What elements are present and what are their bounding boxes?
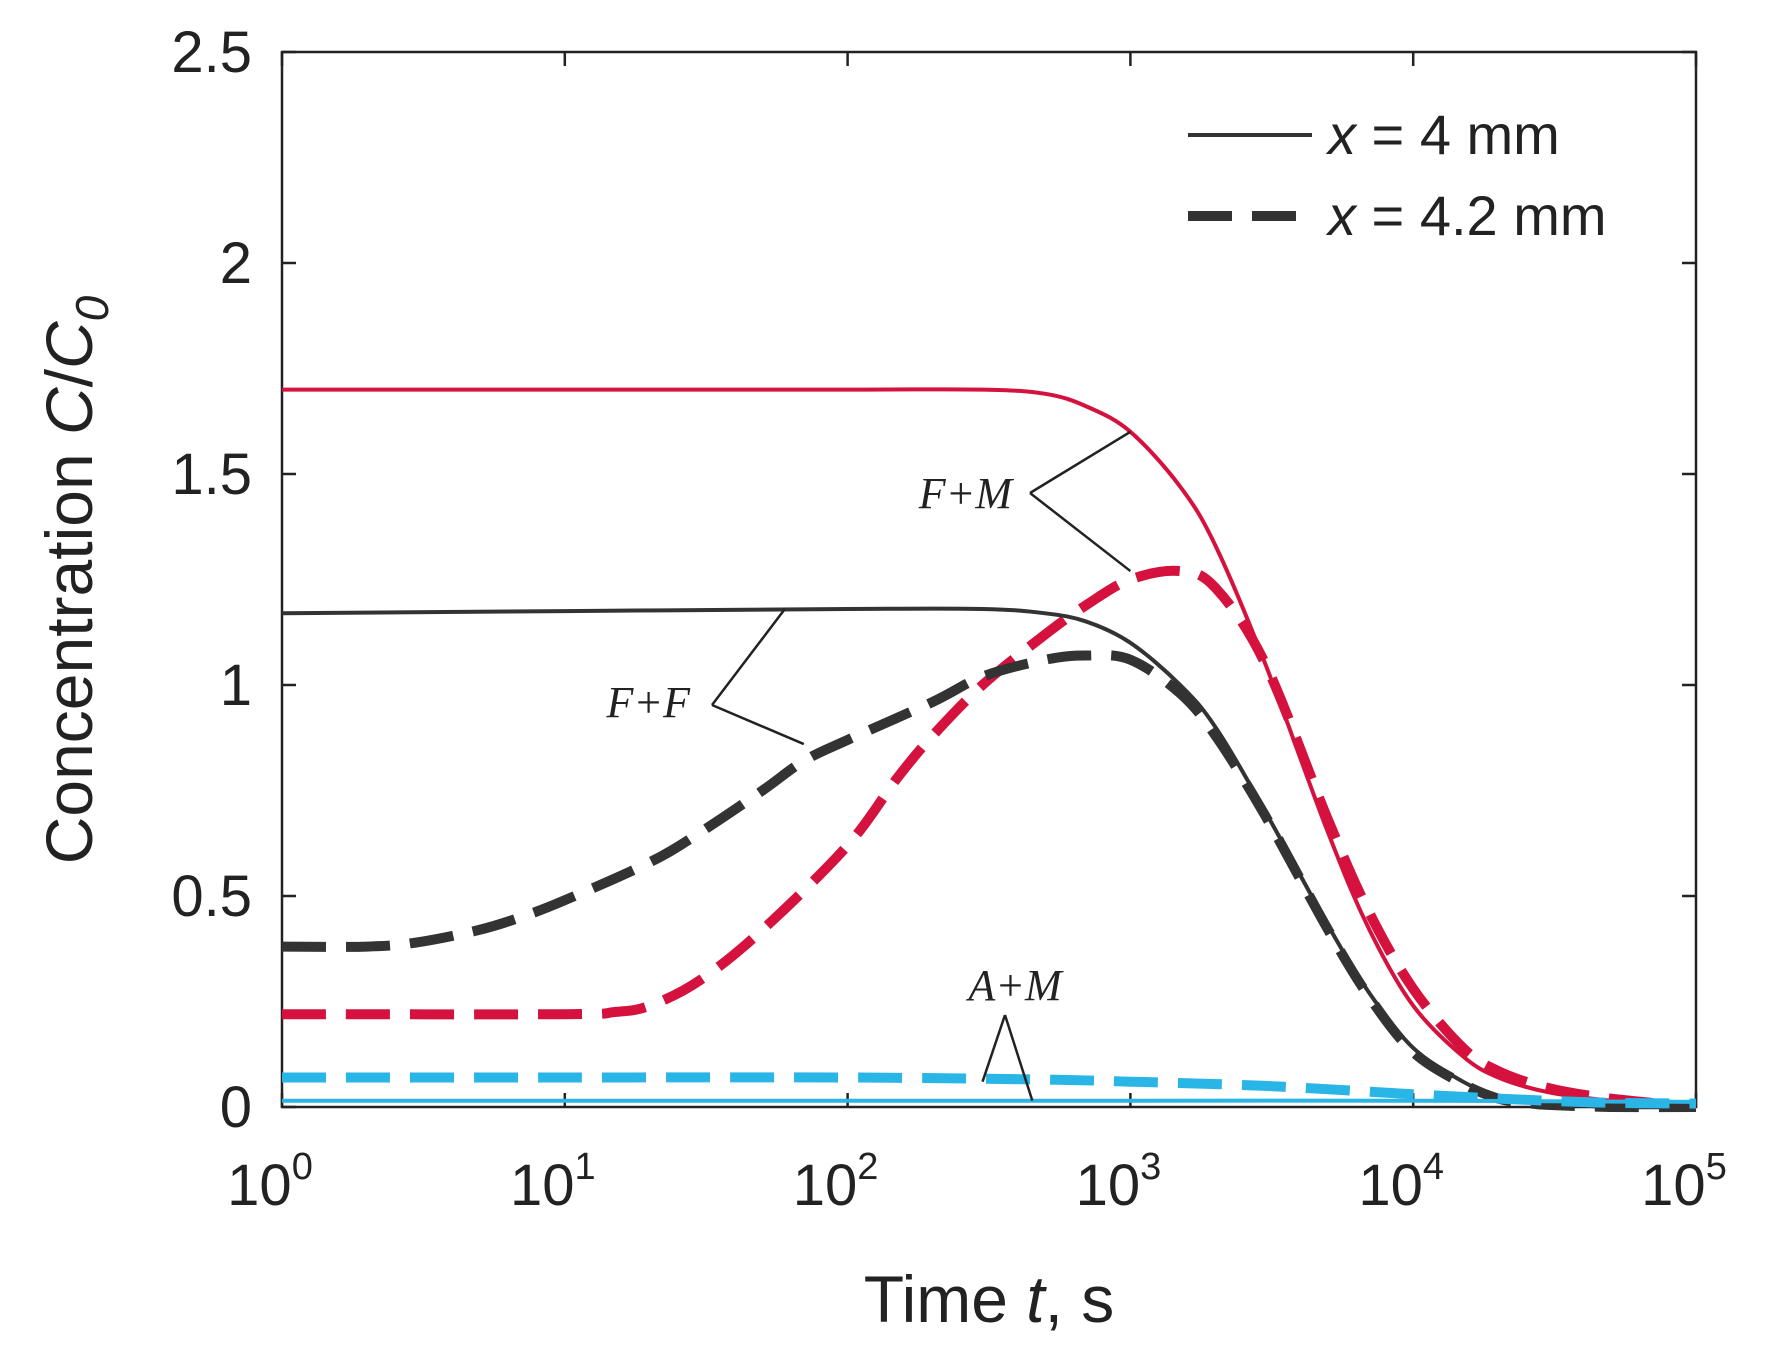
x-axis-title: Time t, s (864, 1262, 1115, 1336)
legend-label-solid: x = 4 mm (1325, 103, 1560, 166)
annotation-leader-a-m-1 (1003, 1014, 1034, 1102)
annotation-leader-f-m-1 (1029, 492, 1132, 573)
x-tick-label-3: 103 (1076, 1146, 1162, 1218)
annotation-leader-f-m-0 (1029, 430, 1132, 495)
series-line-f-m-x-4-2-mm (281, 565, 1697, 1112)
axis-ticks (280, 50, 1698, 1109)
annotation-layer: F+M F+F A+M (606, 430, 1132, 1102)
y-tick-label-3: 1.5 (171, 442, 252, 507)
plot-area-frame (280, 50, 1698, 1109)
annotation-label-f-m: F+M (918, 469, 1015, 518)
legend: x = 4 mm x = 4.2 mm (1188, 103, 1607, 247)
annotation-leader-f-f-1 (711, 703, 805, 746)
x-tick-labels: 100 101 102 103 104 105 (227, 1146, 1727, 1218)
legend-label-dashed: x = 4.2 mm (1325, 184, 1607, 247)
annotation-label-f-f: F+F (606, 678, 692, 727)
series-line-f-f-x-4-2-mm (281, 650, 1697, 1113)
series-line-a-m-x-4-2-mm (282, 1072, 1697, 1109)
x-tick-label-4: 104 (1358, 1146, 1444, 1218)
x-tick-label-2: 102 (793, 1146, 879, 1218)
series-layer (281, 387, 1697, 1113)
x-tick-label-0: 100 (227, 1146, 313, 1218)
annotation-leader-f-f-0 (711, 608, 786, 706)
y-tick-label-0: 0 (220, 1075, 252, 1140)
annotation-label-a-m: A+M (965, 961, 1064, 1010)
y-tick-label-2: 1 (220, 653, 252, 718)
x-tick-label-5: 105 (1641, 1146, 1727, 1218)
series-line-a-m-x-4-mm (282, 1098, 1697, 1104)
y-tick-label-1: 0.5 (171, 864, 252, 929)
series-line-f-m-x-4-mm (281, 387, 1697, 1109)
x-tick-label-1: 101 (510, 1146, 596, 1218)
y-axis-title: Concentration C/C0 (32, 295, 118, 864)
y-tick-label-5: 2.5 (171, 20, 252, 85)
annotation-leader-a-m-0 (981, 1014, 1007, 1083)
y-tick-label-4: 2 (220, 231, 252, 296)
y-tick-labels: 0 0.5 1 1.5 2 2.5 (171, 20, 252, 1140)
